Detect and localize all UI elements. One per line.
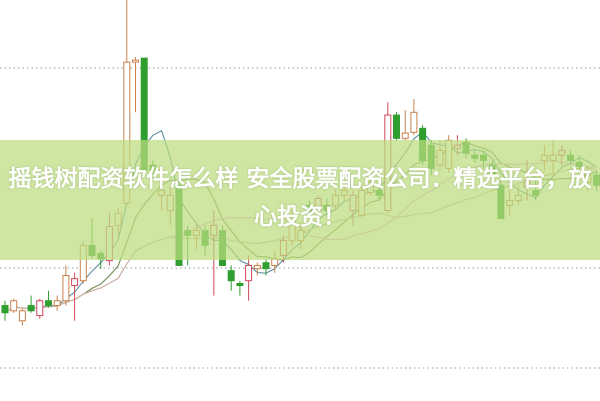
candle bbox=[36, 298, 44, 319]
candle bbox=[132, 56, 139, 113]
gridlines bbox=[0, 67, 600, 369]
candle-body bbox=[132, 59, 139, 63]
candle bbox=[71, 272, 79, 321]
candle-body bbox=[1, 305, 9, 314]
candle-body bbox=[410, 111, 418, 133]
candle-body bbox=[71, 278, 79, 287]
candle bbox=[1, 300, 9, 321]
candle bbox=[262, 258, 270, 276]
candle bbox=[401, 110, 409, 141]
candle-body bbox=[36, 300, 44, 317]
candle bbox=[253, 262, 261, 276]
candle bbox=[10, 298, 18, 313]
candle-body bbox=[236, 283, 244, 287]
candle-body bbox=[18, 310, 26, 322]
headline-text: 摇钱树配资软件怎么样 安全股票配资公司：精选平台，放心投资！ bbox=[8, 166, 592, 230]
candle bbox=[245, 255, 253, 301]
candle-body bbox=[10, 300, 18, 312]
candle bbox=[18, 308, 26, 326]
candle bbox=[27, 295, 35, 313]
candle-body bbox=[53, 300, 61, 307]
candle-body bbox=[262, 262, 270, 270]
candle-body bbox=[401, 132, 409, 139]
candle-body bbox=[27, 305, 35, 312]
headline-banner bbox=[0, 140, 600, 260]
candle bbox=[45, 290, 52, 308]
candle-body bbox=[245, 264, 253, 282]
candle-body bbox=[62, 274, 70, 302]
candle-body bbox=[227, 270, 235, 282]
candle bbox=[53, 295, 61, 311]
candle-body bbox=[253, 264, 261, 270]
candle bbox=[393, 112, 400, 141]
candle-body bbox=[45, 300, 52, 307]
candle-body bbox=[393, 114, 400, 139]
candle bbox=[62, 265, 70, 306]
candle bbox=[227, 265, 235, 291]
candle bbox=[410, 99, 418, 136]
candle bbox=[236, 280, 244, 296]
